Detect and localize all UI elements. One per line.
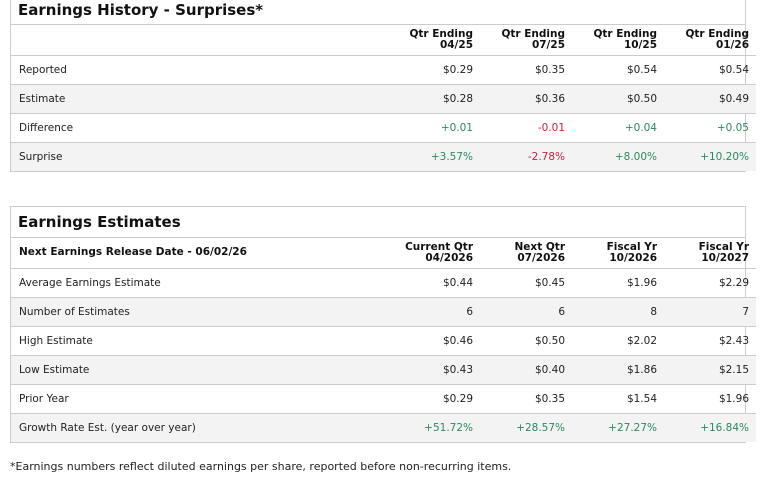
value-cell: +0.01: [381, 113, 473, 143]
value-cell: +51.72%: [424, 421, 473, 434]
row-label: Average Earnings Estimate: [11, 268, 381, 298]
table-row: Average Earnings Estimate $0.44 $0.45 $1.96…: [11, 268, 756, 298]
spacer: [749, 25, 756, 56]
column-header: Next Qtr 07/2026: [473, 238, 565, 269]
earnings-estimates-title: Earnings Estimates: [11, 207, 745, 238]
value-cell: $0.35: [473, 55, 565, 85]
header-row: Next Earnings Release Date - 06/02/26 Cur…: [11, 238, 756, 269]
value-cell: $0.29: [381, 55, 473, 85]
row-label: Estimate: [11, 84, 381, 114]
table-row: Reported $0.29 $0.35 $0.54 $0.54: [11, 55, 756, 85]
value-cell: $0.49: [657, 84, 749, 114]
spacer: [749, 113, 756, 143]
header-label: [11, 25, 381, 56]
column-header: Fiscal Yr 10/2026: [565, 238, 657, 269]
spacer: [749, 355, 756, 385]
column-header: Qtr Ending 04/25: [381, 25, 473, 56]
row-label: Difference: [11, 113, 381, 143]
table-row: Surprise +3.57% -2.78% +8.00% +10.20%: [11, 142, 756, 171]
value-cell: +28.57%: [516, 421, 565, 434]
value-cell: +8.00%: [614, 150, 657, 163]
row-label: Reported: [11, 55, 381, 85]
value-cell: +10.20%: [700, 150, 749, 163]
spacer: [749, 268, 756, 298]
value-cell: +3.57%: [430, 150, 473, 163]
value-cell: $0.29: [381, 384, 473, 414]
value-cell: $0.54: [657, 55, 749, 85]
value-cell: $0.45: [473, 268, 565, 298]
spacer: [749, 84, 756, 114]
column-header: Qtr Ending 10/25: [565, 25, 657, 56]
value-cell: 8: [565, 297, 657, 327]
spacer: [749, 297, 756, 327]
row-label: Number of Estimates: [11, 297, 381, 327]
column-header: Qtr Ending 07/25: [473, 25, 565, 56]
value-cell: $0.50: [565, 84, 657, 114]
table-row: Low Estimate $0.43 $0.40 $1.86 $2.15: [11, 355, 756, 385]
footnote: *Earnings numbers reflect diluted earnin…: [10, 460, 512, 473]
column-header: Current Qtr 04/2026: [381, 238, 473, 269]
column-header: Qtr Ending 01/26: [657, 25, 749, 56]
value-cell: $1.96: [657, 384, 749, 414]
header-row: Qtr Ending 04/25 Qtr Ending 07/25 Qtr Endi…: [11, 25, 756, 56]
earnings-estimates-panel: Earnings Estimates Next Earnings Release…: [10, 206, 756, 443]
value-cell: 6: [473, 297, 565, 327]
row-label: Surprise: [19, 150, 63, 163]
value-cell: 6: [381, 297, 473, 327]
spacer: [749, 238, 756, 269]
value-cell: -0.01: [473, 113, 565, 143]
value-cell: $0.28: [381, 84, 473, 114]
value-cell: $0.36: [473, 84, 565, 114]
value-cell: $0.50: [473, 326, 565, 356]
value-cell: $2.29: [657, 268, 749, 298]
earnings-history-panel: Earnings History - Surprises* Qtr Ending…: [10, 0, 756, 172]
row-label: Low Estimate: [11, 355, 381, 385]
value-cell: +0.05: [657, 113, 749, 143]
value-cell: $1.96: [565, 268, 657, 298]
value-cell: $0.35: [473, 384, 565, 414]
earnings-history-title: Earnings History - Surprises*: [11, 0, 745, 25]
header-label: Next Earnings Release Date - 06/02/26: [11, 238, 381, 269]
table-row: Estimate $0.28 $0.36 $0.50 $0.49: [11, 84, 756, 114]
row-label: Prior Year: [11, 384, 381, 414]
row-label: High Estimate: [11, 326, 381, 356]
value-cell: $2.15: [657, 355, 749, 385]
value-cell: $1.86: [565, 355, 657, 385]
value-cell: +27.27%: [608, 421, 657, 434]
value-cell: $0.46: [381, 326, 473, 356]
earnings-history-table: Qtr Ending 04/25 Qtr Ending 07/25 Qtr Endi…: [11, 25, 756, 171]
table-row: Number of Estimates 6 6 8 7: [11, 297, 756, 327]
spacer: [749, 55, 756, 85]
value-cell: $0.54: [565, 55, 657, 85]
value-cell: $0.40: [473, 355, 565, 385]
spacer: [749, 384, 756, 414]
value-cell: +0.04: [565, 113, 657, 143]
table-row: Difference +0.01 -0.01 +0.04 +0.05: [11, 113, 756, 143]
table-row: High Estimate $0.46 $0.50 $2.02 $2.43: [11, 326, 756, 356]
value-cell: $0.43: [381, 355, 473, 385]
row-label: Growth Rate Est. (year over year): [19, 421, 196, 434]
value-cell: $1.54: [565, 384, 657, 414]
value-cell: 7: [657, 297, 749, 327]
spacer: [749, 413, 756, 442]
value-cell: +16.84%: [700, 421, 749, 434]
earnings-estimates-table: Next Earnings Release Date - 06/02/26 Cur…: [11, 238, 756, 442]
spacer: [749, 142, 756, 171]
value-cell: $2.02: [565, 326, 657, 356]
value-cell: -2.78%: [527, 150, 565, 163]
table-row: Prior Year $0.29 $0.35 $1.54 $1.96: [11, 384, 756, 414]
value-cell: $0.44: [381, 268, 473, 298]
table-row: Growth Rate Est. (year over year) +51.72%…: [11, 413, 756, 442]
value-cell: $2.43: [657, 326, 749, 356]
column-header: Fiscal Yr 10/2027: [657, 238, 749, 269]
spacer: [749, 326, 756, 356]
